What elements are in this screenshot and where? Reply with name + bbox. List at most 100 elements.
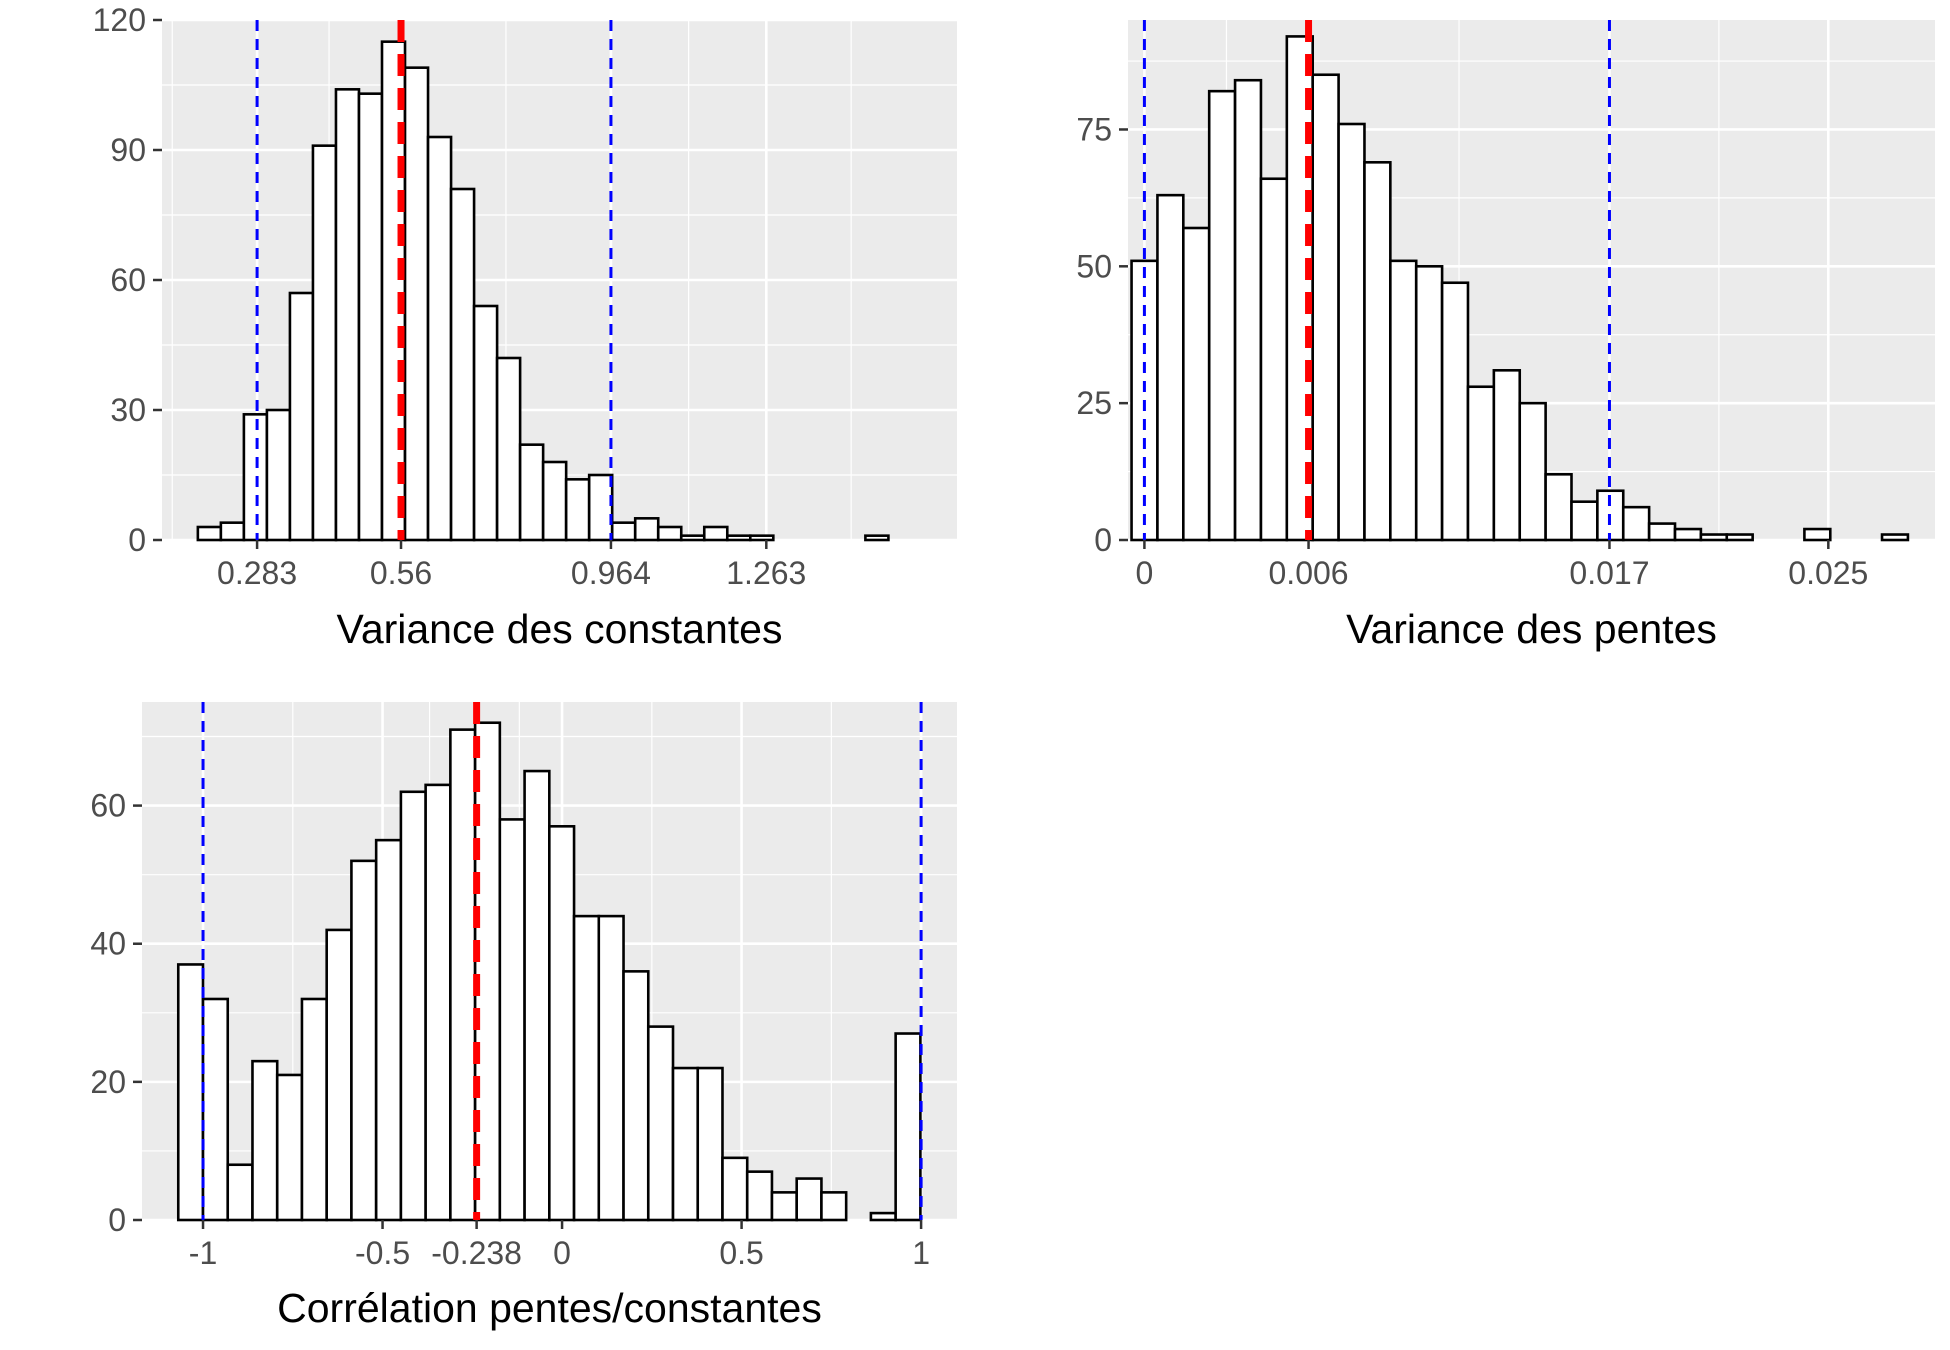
histogram-bar bbox=[275, 1073, 304, 1222]
histogram-bar bbox=[311, 144, 338, 542]
histogram-bar bbox=[242, 413, 269, 542]
histogram-bar bbox=[1492, 369, 1522, 542]
histogram-bar bbox=[1182, 226, 1211, 542]
histogram-bar bbox=[610, 521, 637, 542]
histogram-bar bbox=[1621, 505, 1651, 542]
y-tick-label: 20 bbox=[90, 1064, 126, 1100]
histogram-bar bbox=[702, 525, 729, 542]
histogram-bars bbox=[176, 721, 922, 1222]
histogram-bar bbox=[679, 534, 706, 542]
y-tick-label: 25 bbox=[1076, 385, 1112, 421]
histogram-bar bbox=[633, 517, 660, 542]
histogram-bar bbox=[288, 291, 315, 542]
histogram-bar bbox=[1518, 401, 1547, 542]
histogram-bar bbox=[1414, 265, 1444, 542]
x-tick-label: 0.5 bbox=[719, 1235, 763, 1271]
histogram-bar bbox=[472, 304, 499, 542]
histogram-bar bbox=[265, 408, 292, 542]
histogram-bar bbox=[226, 1163, 254, 1222]
x-tick-label: 0 bbox=[553, 1235, 571, 1271]
y-tick-label: 0 bbox=[1094, 522, 1112, 558]
x-tick-label: 0.025 bbox=[1788, 555, 1868, 591]
histogram-bar bbox=[745, 1170, 774, 1222]
histogram-bar bbox=[770, 1191, 798, 1222]
histogram-bar bbox=[541, 460, 568, 542]
x-axis-title: Variance des constantes bbox=[337, 606, 783, 652]
axes: 0 30 60 90 120 0.283 0.56 0.964 1.263 bbox=[93, 2, 807, 591]
histogram-bar bbox=[518, 443, 545, 542]
reference-lines bbox=[255, 20, 613, 540]
y-tick-label: 40 bbox=[90, 926, 126, 962]
histogram-bar bbox=[498, 818, 526, 1222]
y-tick-label: 30 bbox=[110, 392, 146, 428]
histogram-bar bbox=[1363, 161, 1392, 542]
x-tick-label: 0 bbox=[1136, 555, 1154, 591]
histogram-bar bbox=[374, 838, 403, 1222]
histogram-bar bbox=[495, 356, 522, 542]
histogram-bar bbox=[201, 997, 230, 1222]
histogram-bar bbox=[523, 769, 551, 1222]
x-tick-label: -0.238 bbox=[431, 1235, 522, 1271]
histogram-bar bbox=[449, 728, 477, 1222]
histogram-bar bbox=[1389, 259, 1418, 542]
histogram-bar bbox=[795, 1177, 823, 1222]
y-tick-label: 50 bbox=[1076, 248, 1112, 284]
y-tick-label: 120 bbox=[93, 2, 146, 38]
chart-variance-constantes: 0 30 60 90 120 0.283 0.56 0.964 1.263 Variance d… bbox=[93, 2, 957, 652]
chart-variance-pentes: 0 25 50 75 0 0.006 0.017 0.025 Variance des pen… bbox=[1076, 20, 1935, 652]
y-tick-label: 90 bbox=[110, 132, 146, 168]
histogram-bar bbox=[564, 478, 591, 542]
histogram-bar bbox=[622, 970, 650, 1222]
histogram-bar bbox=[597, 914, 625, 1222]
histogram-bar bbox=[1647, 522, 1677, 542]
y-tick-label: 0 bbox=[108, 1202, 126, 1238]
histogram-bar bbox=[251, 1059, 279, 1222]
histogram-bar bbox=[1311, 73, 1340, 542]
x-axis-title: Variance des pentes bbox=[1346, 606, 1717, 652]
histogram-bar bbox=[869, 1211, 897, 1222]
x-tick-label: 0.964 bbox=[571, 555, 651, 591]
histogram-bar bbox=[176, 963, 205, 1222]
x-tick-label: 0.017 bbox=[1569, 555, 1649, 591]
histogram-bar bbox=[748, 534, 775, 542]
histogram-bar bbox=[1466, 385, 1496, 542]
histogram-bar bbox=[1207, 89, 1237, 542]
x-tick-label: 0.56 bbox=[370, 555, 432, 591]
histogram-bar bbox=[403, 66, 430, 542]
x-tick-label: 1.263 bbox=[726, 555, 806, 591]
histogram-bar bbox=[1440, 281, 1470, 542]
histogram-bar bbox=[864, 534, 890, 542]
histogram-bar bbox=[725, 534, 752, 542]
x-axis-title: Corrélation pentes/constantes bbox=[277, 1285, 822, 1331]
histogram-bar bbox=[426, 135, 453, 542]
histogram-bar bbox=[1337, 122, 1366, 542]
histogram-bar bbox=[399, 790, 427, 1222]
histogram-bar bbox=[196, 525, 223, 542]
histogram-bar bbox=[1570, 500, 1599, 542]
x-tick-label: 0.006 bbox=[1269, 555, 1349, 591]
histogram-bar bbox=[696, 1066, 724, 1222]
histogram-bar bbox=[1285, 35, 1315, 542]
histogram-bar bbox=[1673, 527, 1703, 542]
x-tick-label: 0.283 bbox=[217, 555, 297, 591]
histogram-bar bbox=[325, 928, 353, 1222]
axes: 0 20 40 60 -1 -0.5 -0.238 0 0.5 1 bbox=[90, 788, 930, 1271]
histogram-bar bbox=[1803, 527, 1832, 542]
histogram-bar bbox=[1233, 78, 1263, 542]
histogram-bar bbox=[1880, 533, 1910, 542]
y-tick-label: 60 bbox=[110, 262, 146, 298]
y-tick-label: 75 bbox=[1076, 111, 1112, 147]
histogram-bar bbox=[357, 92, 384, 542]
histogram-bar bbox=[449, 187, 476, 542]
histogram-bar bbox=[1544, 473, 1573, 542]
histogram-bar bbox=[548, 825, 576, 1222]
reference-lines bbox=[201, 702, 923, 1220]
histogram-bar bbox=[1259, 177, 1289, 542]
histogram-bar bbox=[300, 997, 328, 1222]
chart-correlation: 0 20 40 60 -1 -0.5 -0.238 0 0.5 1 Corrélation pen… bbox=[90, 702, 957, 1331]
reference-lines bbox=[1142, 20, 1611, 540]
histogram-bar bbox=[656, 525, 683, 542]
histogram-bar bbox=[820, 1191, 848, 1222]
axes: 0 25 50 75 0 0.006 0.017 0.025 bbox=[1076, 111, 1868, 591]
